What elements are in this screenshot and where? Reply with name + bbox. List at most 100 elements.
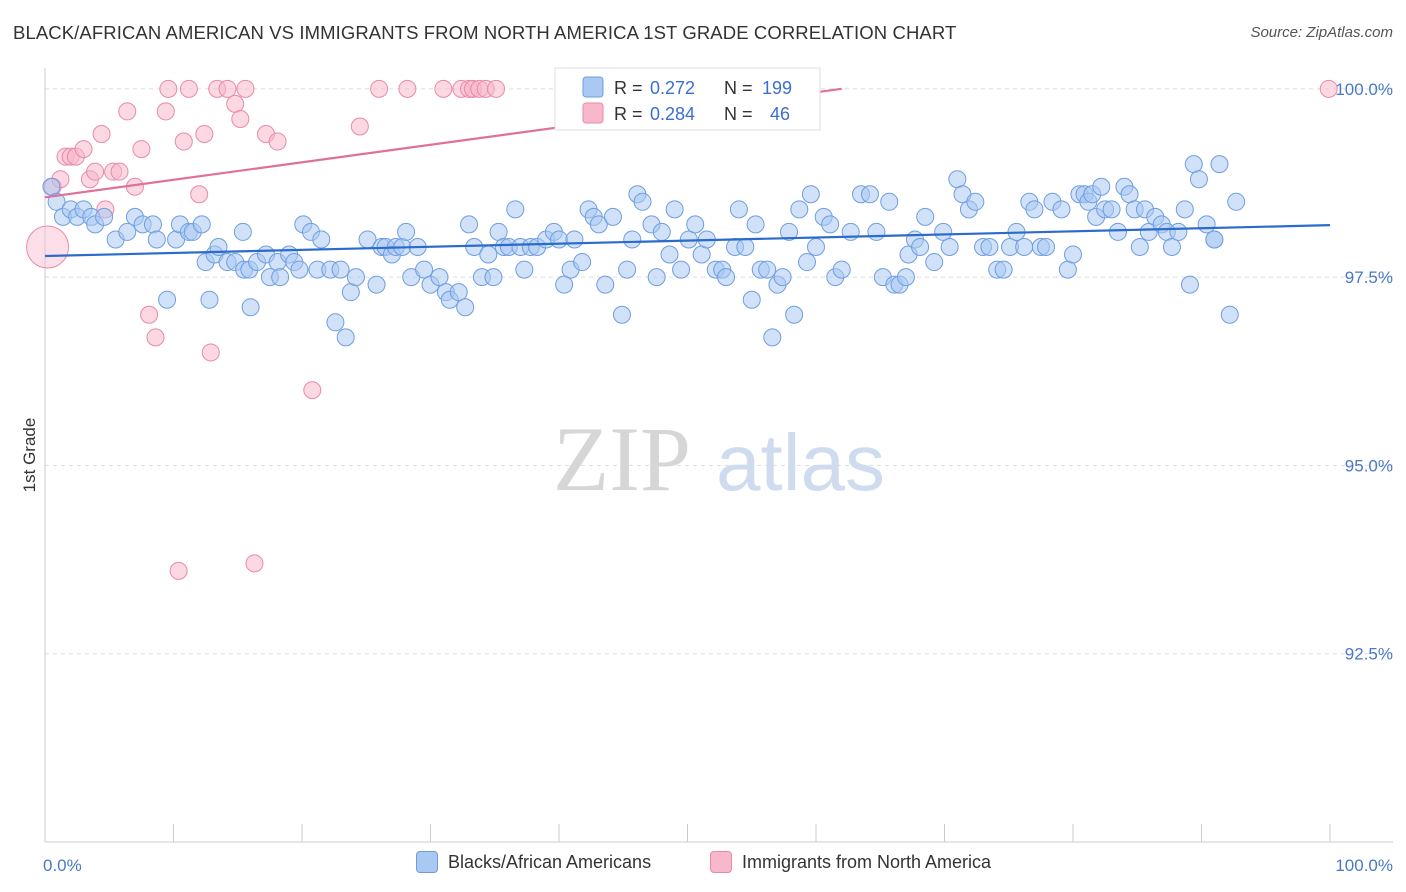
- blue-point: [780, 222, 799, 241]
- blue-point: [326, 313, 345, 332]
- y-axis-label: 1st Grade: [20, 418, 39, 493]
- pink-point: [487, 79, 506, 98]
- y-tick-label: 92.5%: [1345, 645, 1393, 664]
- blue-point: [867, 222, 886, 241]
- blue-point: [312, 230, 331, 249]
- pink-point: [156, 102, 175, 121]
- blue-point: [612, 305, 631, 324]
- blue-point: [1175, 200, 1194, 219]
- blue-point: [42, 177, 61, 196]
- blue-point: [652, 222, 671, 241]
- blue-point: [200, 290, 219, 309]
- blue-point: [1205, 230, 1224, 249]
- blue-point: [980, 237, 999, 256]
- blue-point: [233, 222, 252, 241]
- pink-point: [245, 554, 264, 573]
- blue-point: [336, 328, 355, 347]
- legend-r-value-pink: 0.284: [650, 104, 695, 124]
- blue-point: [763, 328, 782, 347]
- y-tick-label: 100.0%: [1335, 80, 1393, 99]
- blue-point: [489, 222, 508, 241]
- pink-point: [179, 79, 198, 98]
- blue-point: [717, 268, 736, 287]
- blue-point: [1108, 222, 1127, 241]
- pink-point: [118, 102, 137, 121]
- blue-point: [456, 298, 475, 317]
- blue-point: [832, 260, 851, 279]
- blue-point: [1052, 200, 1071, 219]
- pink-point: [86, 162, 105, 181]
- blue-point: [633, 192, 652, 211]
- chart-title: BLACK/AFRICAN AMERICAN VS IMMIGRANTS FRO…: [13, 22, 957, 43]
- x-tick-labels: 0.0% 100.0%: [43, 856, 1393, 875]
- blue-point: [1015, 237, 1034, 256]
- bottom-legend-label-pink: Immigrants from North America: [742, 851, 992, 872]
- blue-point: [994, 260, 1013, 279]
- blue-point: [925, 253, 944, 272]
- blue-point: [1025, 200, 1044, 219]
- blue-point: [1064, 245, 1082, 264]
- blue-point: [880, 192, 899, 211]
- blue-point: [948, 170, 967, 189]
- bottom-legend-swatch-blue: [416, 851, 438, 873]
- bottom-legend-label-blue: Blacks/African Americans: [448, 851, 652, 872]
- bottom-legend-item-blue: Blacks/African Americans: [416, 851, 651, 873]
- blue-point: [692, 245, 711, 264]
- blue-point: [940, 237, 959, 256]
- x-tick-label: 100.0%: [1335, 856, 1393, 875]
- blue-point: [798, 253, 817, 272]
- blue-point: [484, 268, 503, 287]
- blue-point: [415, 260, 434, 279]
- pink-point: [370, 79, 389, 98]
- blue-point: [118, 222, 137, 241]
- blue-point: [589, 215, 608, 234]
- legend-n-label-blue: N =: [724, 78, 753, 98]
- blue-point: [397, 222, 416, 241]
- blue-point: [367, 275, 386, 294]
- blue-point: [515, 260, 534, 279]
- pink-point: [195, 125, 214, 144]
- watermark: ZIP atlas: [553, 408, 885, 510]
- blue-point: [573, 253, 592, 272]
- legend-n-value-pink: 46: [770, 104, 790, 124]
- legend-n-label-pink: N =: [724, 104, 753, 124]
- blue-point: [603, 207, 622, 226]
- blue-point: [736, 237, 755, 256]
- blue-point: [1184, 155, 1203, 174]
- pink-point: [218, 79, 237, 98]
- pink-point: [110, 162, 129, 181]
- pink-point: [132, 140, 151, 159]
- blue-point: [729, 200, 748, 219]
- blue-point: [934, 222, 953, 241]
- blue-point: [143, 215, 162, 234]
- blue-point: [241, 298, 260, 317]
- pink-point: [201, 343, 220, 362]
- blue-point: [1058, 260, 1077, 279]
- blue-point: [665, 200, 684, 219]
- blue-trend-line: [44, 224, 1331, 258]
- blue-point: [647, 268, 666, 287]
- blue-point: [623, 230, 642, 249]
- blue-point: [550, 230, 568, 249]
- blue-point: [618, 260, 637, 279]
- pink-point: [231, 109, 250, 128]
- blue-point: [1180, 275, 1199, 294]
- pink-point: [398, 79, 417, 98]
- blue-point: [555, 275, 574, 294]
- blue-point: [807, 237, 825, 256]
- legend-r-label-blue: R =: [614, 78, 643, 98]
- pink-point: [140, 305, 159, 324]
- pink-point: [268, 132, 287, 151]
- blue-point: [1102, 200, 1121, 219]
- blue-point: [686, 215, 705, 234]
- blue-point: [1210, 155, 1229, 174]
- blue-point: [341, 283, 360, 302]
- blue-point: [672, 260, 691, 279]
- blue-point: [1220, 305, 1239, 324]
- x-tick-label: 0.0%: [43, 856, 82, 875]
- blue-point: [565, 230, 584, 249]
- blue-point: [506, 200, 525, 219]
- pink-point: [146, 328, 165, 347]
- blue-point: [896, 268, 915, 287]
